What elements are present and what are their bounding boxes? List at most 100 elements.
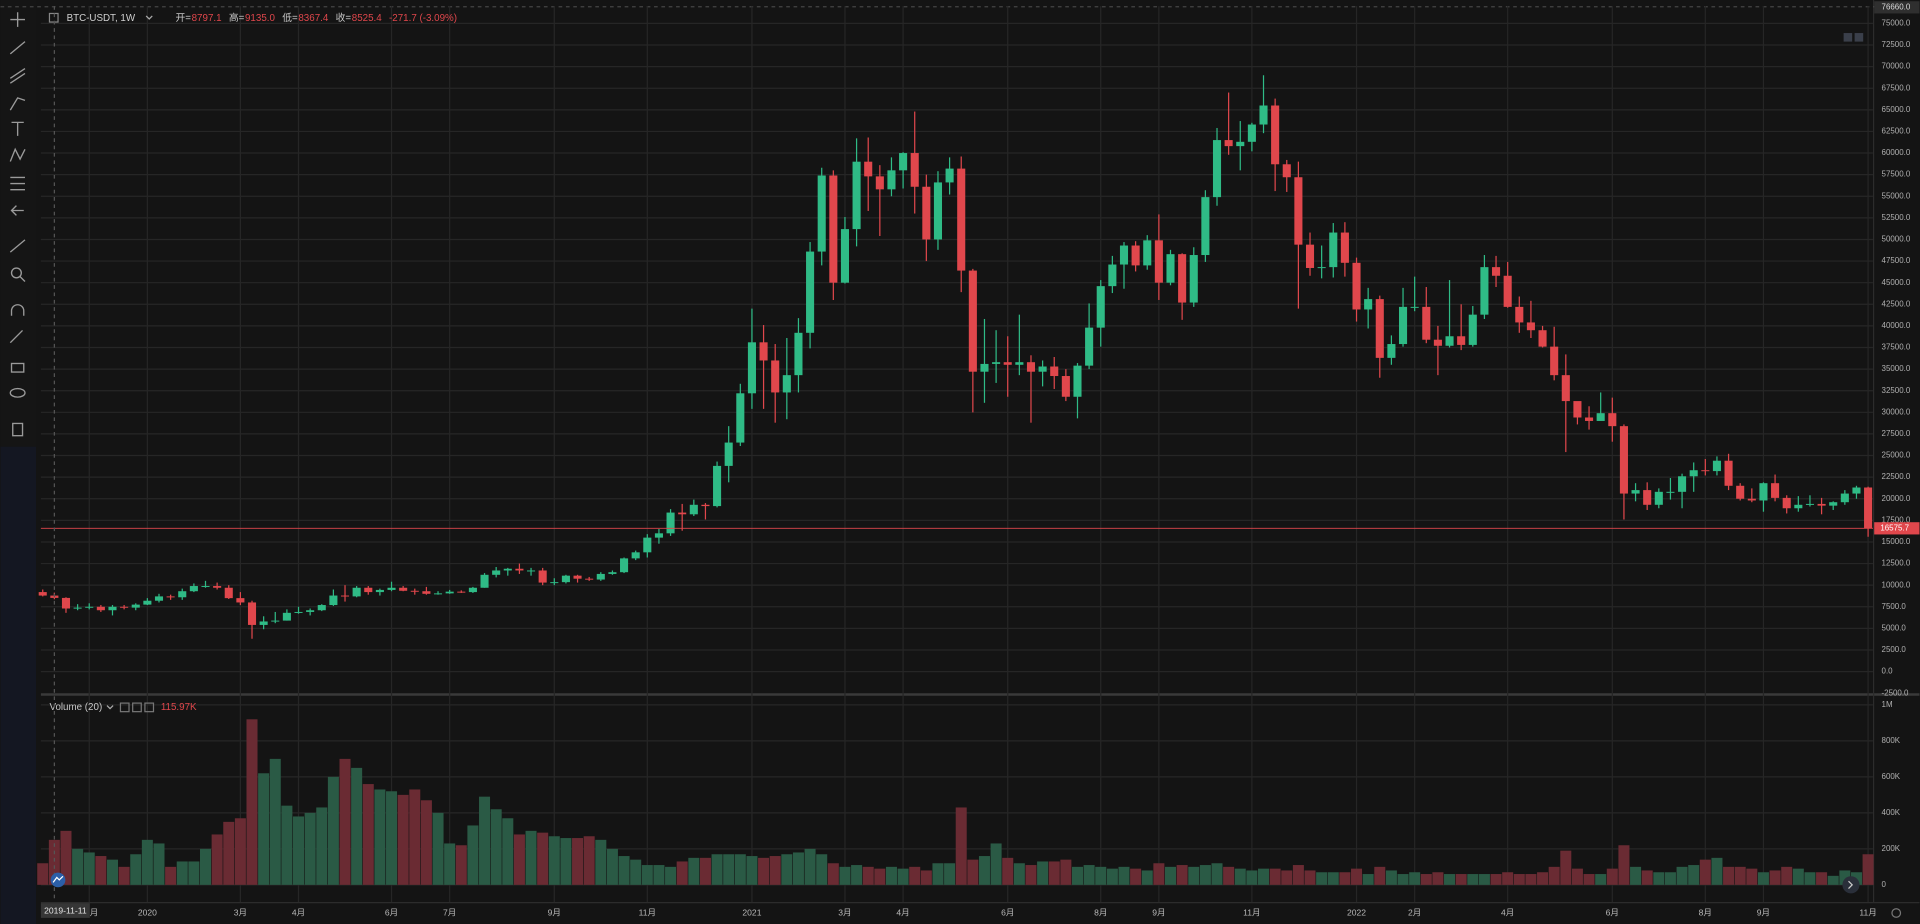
y-tick-label: 65000.0	[1882, 105, 1911, 114]
candle-body	[294, 611, 303, 613]
volume-bar	[1397, 874, 1409, 885]
scroll-right-button[interactable]	[1842, 876, 1860, 894]
legend-value: 9135.0	[245, 13, 275, 24]
volume-bar	[955, 807, 967, 885]
volume-bar	[1467, 874, 1479, 885]
volume-hide[interactable]	[132, 702, 142, 713]
symbol-dropdown[interactable]	[145, 15, 153, 20]
volume-dropdown[interactable]	[106, 705, 114, 710]
volume-bar	[1769, 870, 1781, 885]
candle-body	[1364, 299, 1373, 310]
channel-tool[interactable]	[9, 67, 26, 84]
candle-body	[910, 153, 919, 187]
volume-bar	[1560, 850, 1572, 885]
volume-bar	[792, 852, 804, 885]
pane-minimize[interactable]	[1843, 33, 1853, 42]
lock-tool[interactable]	[10, 362, 25, 373]
volume-bar	[1141, 870, 1153, 885]
back-tool[interactable]	[10, 205, 24, 216]
volume-bar	[420, 800, 432, 885]
volume-bar	[48, 839, 60, 885]
volume-bar	[1188, 866, 1200, 885]
candle-body	[1654, 491, 1663, 505]
volume-bar	[1409, 872, 1421, 885]
volume-bar	[1002, 857, 1014, 885]
volume-tick-label: 400K	[1882, 808, 1901, 817]
candle-body	[1189, 255, 1198, 303]
volume-bar	[281, 805, 293, 885]
volume-tick-label: 200K	[1882, 844, 1901, 853]
volume-bar	[1746, 868, 1758, 885]
measure-tool[interactable]	[10, 176, 25, 191]
volume-tick-label: 800K	[1882, 736, 1901, 745]
ruler-tool[interactable]	[9, 239, 26, 253]
volume-bar	[1478, 874, 1490, 885]
candle-body	[480, 574, 489, 588]
delete-tool[interactable]	[12, 422, 24, 437]
volume-settings[interactable]	[119, 702, 130, 713]
volume-bar	[781, 854, 793, 885]
y-tick-label: 70000.0	[1882, 62, 1911, 71]
volume-bar	[1757, 872, 1769, 885]
candle-body	[631, 552, 640, 559]
text-tool[interactable]	[11, 121, 24, 136]
volume-bar	[1606, 868, 1618, 885]
volume-bar	[362, 784, 374, 885]
volume-bar	[234, 818, 246, 885]
pane-maximize[interactable]	[1854, 33, 1864, 42]
volume-bar	[1292, 865, 1304, 885]
volume-bar	[990, 843, 1002, 885]
candle-body	[1073, 365, 1082, 397]
symbol-title[interactable]: BTC-USDT, 1W	[67, 13, 136, 24]
volume-bar	[1164, 866, 1177, 885]
volume-bar	[560, 838, 572, 885]
legend-label: 低=	[282, 11, 298, 24]
candle-body	[957, 168, 966, 271]
candle-body	[689, 504, 698, 515]
volume-bar	[351, 767, 363, 885]
candle-body	[410, 590, 419, 592]
line-tool[interactable]	[9, 41, 26, 55]
candle-body	[1108, 264, 1117, 287]
volume-bar	[1269, 868, 1281, 885]
volume-bar	[1013, 863, 1025, 885]
volume-bar	[1083, 865, 1095, 885]
crosshair-tool[interactable]	[10, 12, 25, 27]
volume-last: 115.97K	[161, 702, 197, 713]
brush-tool[interactable]	[9, 97, 26, 111]
settings-icon[interactable]	[1891, 908, 1902, 918]
volume-bar	[269, 758, 281, 885]
visibility-tool[interactable]	[9, 387, 26, 398]
crosshair-date-box	[40, 903, 90, 918]
volume-bar	[258, 773, 270, 885]
candle-body	[468, 587, 477, 593]
volume-bar	[583, 836, 595, 885]
volume-bar	[165, 866, 177, 885]
volume-bar	[676, 861, 688, 885]
candle-body	[515, 568, 524, 571]
candle-body	[1212, 140, 1222, 198]
candle-body	[1689, 470, 1698, 477]
x-tick-label: 8月	[1094, 907, 1107, 917]
volume-bar	[1548, 866, 1560, 885]
volume-bar	[1676, 866, 1688, 885]
magnet-tool[interactable]	[10, 304, 25, 316]
volume-remove[interactable]	[144, 702, 155, 713]
y-tick-label: 47500.0	[1882, 256, 1911, 265]
toolbar-bottom	[0, 446, 36, 924]
volume-bar	[455, 845, 467, 885]
bottom-left-icon[interactable]	[50, 872, 66, 888]
x-tick-label: 2020	[138, 907, 157, 917]
pattern-tool[interactable]	[9, 147, 26, 162]
candle-body	[1457, 336, 1466, 345]
candle-body	[620, 558, 629, 573]
zoom-tool[interactable]	[10, 267, 26, 282]
candle-body	[817, 175, 826, 252]
candle-body	[1515, 306, 1524, 323]
candle-body	[375, 589, 384, 593]
y-tick-label: 37500.0	[1882, 343, 1911, 352]
volume-bar	[199, 848, 212, 885]
volume-bar	[1258, 868, 1270, 885]
candle-body	[1282, 164, 1291, 178]
draw-lock-tool[interactable]	[9, 329, 24, 344]
